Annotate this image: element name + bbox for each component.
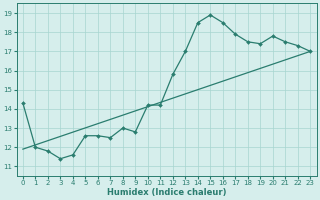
X-axis label: Humidex (Indice chaleur): Humidex (Indice chaleur) xyxy=(107,188,226,197)
